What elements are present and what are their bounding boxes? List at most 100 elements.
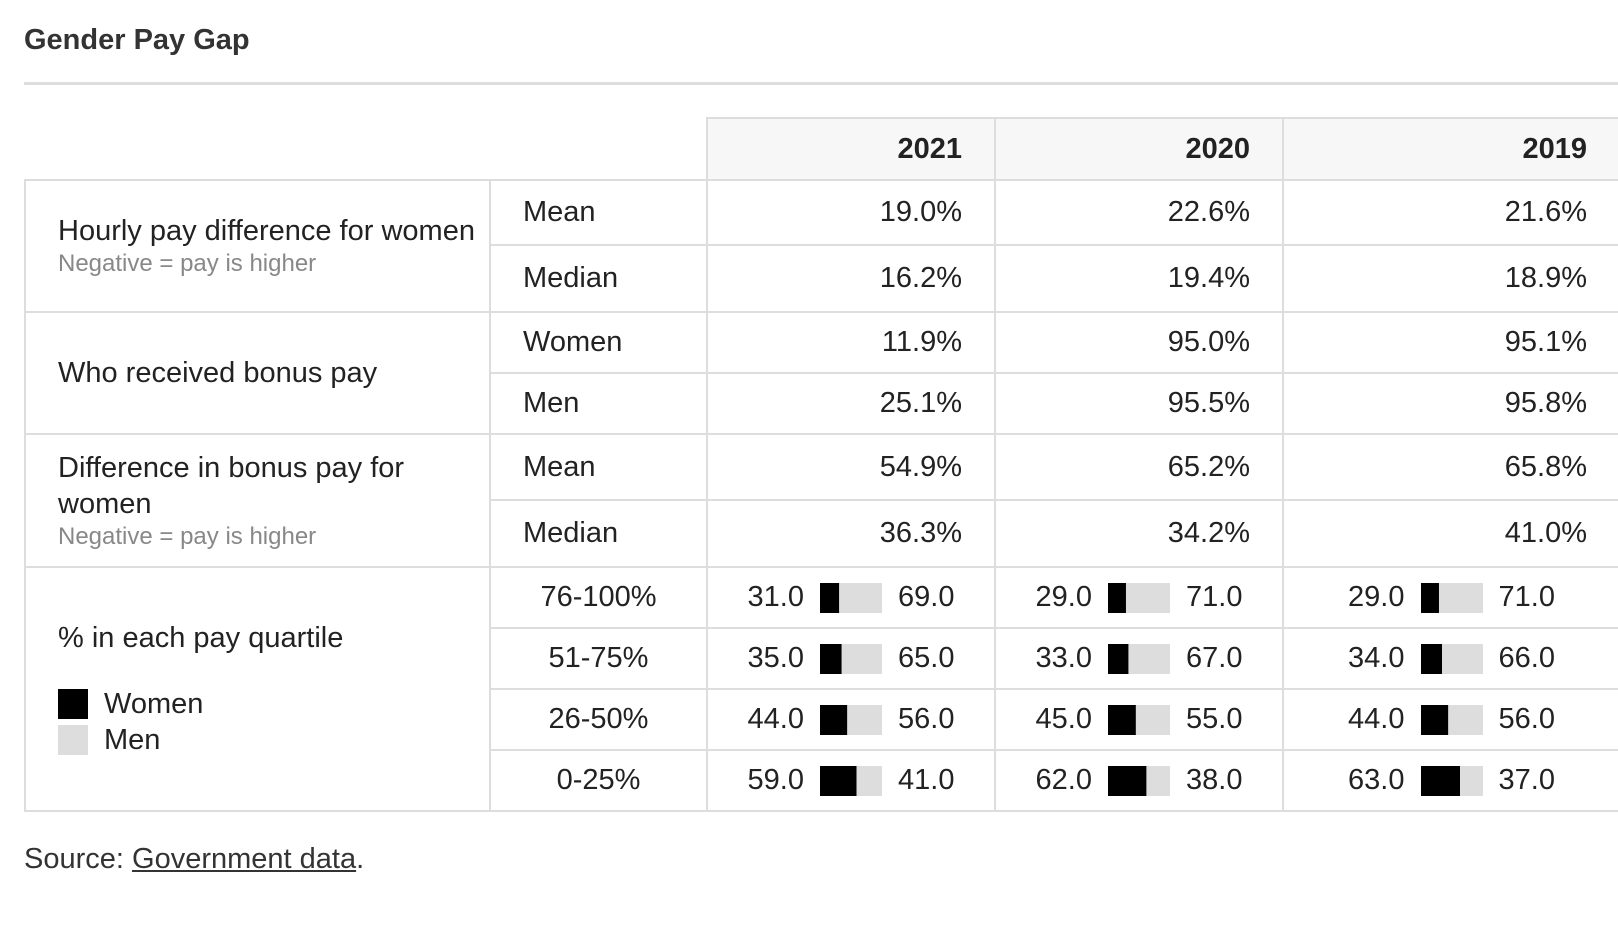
men-bar <box>1135 704 1170 735</box>
quartile-label-cell: % in each pay quartile Women Men <box>24 566 491 812</box>
group-label-cell: Difference in bonus pay for women Negativ… <box>24 433 491 568</box>
quartile-bar-group: 33.0 67.0 <box>996 642 1282 675</box>
legend-label: Men <box>104 724 161 756</box>
quartile-bar <box>820 582 882 613</box>
row: Hourly pay difference for women Negative … <box>24 179 1618 313</box>
quartile-bar-group: 63.0 37.0 <box>1284 764 1618 797</box>
quartile-cell: 29.0 71.0 <box>1282 566 1618 629</box>
quartile-range: 26-50% <box>489 688 708 751</box>
women-bar <box>1108 765 1147 796</box>
quartile-bar-group: 35.0 65.0 <box>708 642 994 675</box>
row-label: Mean <box>489 179 708 246</box>
quartile-range: 76-100% <box>489 566 708 629</box>
quartile-range: 51-75% <box>489 627 708 690</box>
group-note: Negative = pay is higher <box>58 250 317 277</box>
value-cell: 41.0% <box>1282 499 1618 568</box>
women-bar <box>820 704 848 735</box>
value-cell: 65.8% <box>1282 433 1618 501</box>
quartile-cell: 63.0 37.0 <box>1282 749 1618 812</box>
quartile-bar <box>1420 704 1483 735</box>
quartile-cell: 44.0 56.0 <box>706 688 996 751</box>
men-value: 66.0 <box>1498 642 1555 674</box>
source: Source: Government data. <box>24 843 364 876</box>
year-header: 2021 <box>706 117 996 181</box>
women-bar <box>1108 582 1126 613</box>
women-bar <box>820 765 857 796</box>
row-label: Median <box>489 499 708 568</box>
men-bar <box>1438 582 1483 613</box>
women-bar <box>1108 643 1129 674</box>
quartile-row: 0-25% 59.0 41.0 62.0 38.0 63.0 37.0 <box>25 749 1618 812</box>
legend-item: Women <box>58 686 489 722</box>
value-cell: 54.9% <box>706 433 996 501</box>
legend-swatch <box>58 689 88 719</box>
row-label: Women <box>489 311 708 374</box>
men-bar <box>1146 765 1170 796</box>
quartile-range: 0-25% <box>489 749 708 812</box>
women-bar <box>1420 704 1448 735</box>
men-value: 67.0 <box>1186 642 1243 674</box>
quartile-bar-group: 29.0 71.0 <box>996 581 1282 614</box>
women-value: 31.0 <box>747 581 804 613</box>
men-value: 65.0 <box>898 642 955 674</box>
quartile-bar <box>1108 643 1170 674</box>
value-cell: 95.0% <box>994 311 1284 374</box>
quartile-cell: 31.0 69.0 <box>706 566 996 629</box>
legend-item: Men <box>58 722 489 758</box>
row-label: Mean <box>489 433 708 501</box>
quartile-bar <box>1420 582 1483 613</box>
men-bar <box>1441 643 1483 674</box>
women-bar <box>1420 582 1439 613</box>
group-label-cell: Who received bonus pay <box>24 311 491 435</box>
quartile-cell: 35.0 65.0 <box>706 627 996 690</box>
source-prefix: Source: <box>24 843 124 875</box>
women-value: 44.0 <box>747 703 804 735</box>
men-bar <box>1459 765 1483 796</box>
quartile-bar <box>1108 704 1170 735</box>
men-value: 56.0 <box>1498 703 1555 735</box>
row: Who received bonus pay Women 11.9% 95.0% 95.… <box>24 311 1618 435</box>
value-cell: 19.0% <box>706 179 996 246</box>
quartile-bar <box>820 643 882 674</box>
row: Men 25.1% 95.5% 95.8% <box>25 372 1618 435</box>
pay-gap-table: 2021 2020 2019 Hourly pay difference for wo… <box>24 117 1618 812</box>
row-label: Median <box>489 244 708 313</box>
quartile-bar <box>1108 582 1170 613</box>
quartile-bar-group: 62.0 38.0 <box>996 764 1282 797</box>
quartile-bar-group: 31.0 69.0 <box>708 581 994 614</box>
women-value: 29.0 <box>1348 581 1405 613</box>
women-bar <box>820 582 840 613</box>
value-cell: 19.4% <box>994 244 1284 313</box>
group-label-cell: Hourly pay difference for women Negative … <box>24 179 491 313</box>
men-value: 55.0 <box>1186 703 1243 735</box>
men-bar <box>841 643 882 674</box>
women-value: 45.0 <box>1035 703 1092 735</box>
value-cell: 65.2% <box>994 433 1284 501</box>
quartile-cell: 34.0 66.0 <box>1282 627 1618 690</box>
year-header: 2019 <box>1282 117 1618 181</box>
men-value: 71.0 <box>1498 581 1555 613</box>
value-cell: 22.6% <box>994 179 1284 246</box>
women-value: 63.0 <box>1348 764 1405 796</box>
quartile-bar <box>820 704 882 735</box>
row: Difference in bonus pay for women Negativ… <box>24 433 1618 568</box>
row: Median 16.2% 19.4% 18.9% <box>25 244 1618 313</box>
men-value: 37.0 <box>1498 764 1555 796</box>
women-value: 34.0 <box>1348 642 1405 674</box>
source-link[interactable]: Government data <box>132 843 357 875</box>
quartile-row: 51-75% 35.0 65.0 33.0 67.0 34.0 66.0 <box>25 627 1618 690</box>
value-cell: 95.1% <box>1282 311 1618 374</box>
women-bar <box>820 643 842 674</box>
men-bar <box>1125 582 1170 613</box>
men-bar <box>839 582 882 613</box>
group-label: Who received bonus pay <box>58 357 378 389</box>
value-cell: 34.2% <box>994 499 1284 568</box>
quartile-bar-group: 44.0 56.0 <box>1284 703 1618 736</box>
legend-label: Women <box>104 688 204 720</box>
women-value: 35.0 <box>747 642 804 674</box>
quartile-row: % in each pay quartile Women Men 76-100% 31.… <box>24 566 1618 812</box>
women-value: 59.0 <box>747 764 804 796</box>
year-header: 2020 <box>994 117 1284 181</box>
quartile-bar <box>820 765 882 796</box>
